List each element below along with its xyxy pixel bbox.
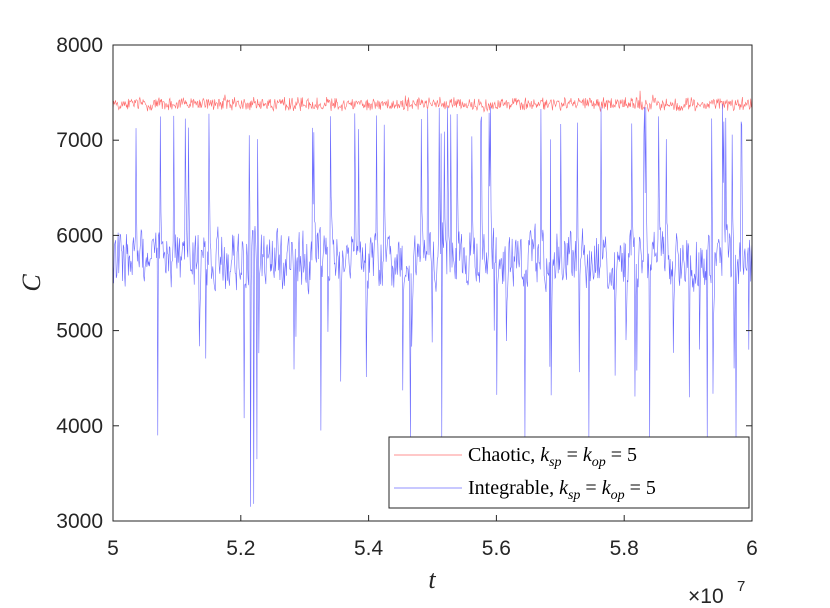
x-tick-label: 5.6 (482, 537, 511, 560)
series-line-integrable (112, 104, 753, 507)
legend: Chaotic, ksp = kop = 5 Integrable, ksp =… (388, 436, 750, 509)
series-line-chaotic (112, 90, 753, 113)
y-axis-label: C (17, 274, 46, 292)
x-tick-label: 5.8 (610, 537, 639, 560)
x-axis-label: t (428, 565, 436, 594)
legend-box (388, 436, 750, 509)
axis-ticks (112, 44, 753, 522)
svg-text:7: 7 (737, 578, 745, 595)
x-tick-label: 5 (107, 537, 119, 560)
x-tick-label: 5.2 (226, 537, 255, 560)
series-layer (112, 90, 753, 507)
y-tick-label: 5000 (56, 320, 103, 343)
x-axis-exponent: ×10 7 (688, 578, 745, 608)
y-tick-label: 4000 (56, 415, 103, 438)
legend-label-integrable: Integrable, ksp = kop = 5 (468, 477, 656, 503)
svg-text:×10: ×10 (688, 585, 724, 608)
axis-tick-labels: 5 5.2 5.4 5.6 5.8 6 3000 4000 5000 6000 7000 8000 (56, 34, 758, 560)
y-tick-label: 7000 (56, 129, 103, 152)
y-tick-label: 8000 (56, 34, 103, 57)
x-tick-label: 5.4 (354, 537, 384, 560)
legend-label-chaotic: Chaotic, ksp = kop = 5 (468, 444, 637, 470)
plot-area-frame (112, 44, 753, 522)
x-tick-label: 6 (746, 537, 758, 560)
y-tick-label: 6000 (56, 224, 103, 247)
y-tick-label: 3000 (56, 510, 103, 533)
